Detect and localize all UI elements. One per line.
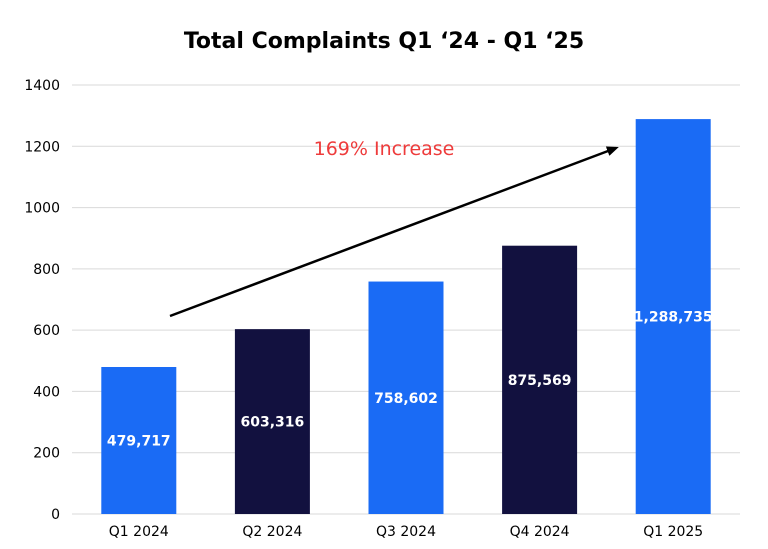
bar [234, 329, 310, 514]
data-label: 603,316 [241, 415, 305, 431]
x-tick-label: Q2 2024 [242, 524, 302, 540]
x-tick-label: Q1 2024 [109, 524, 169, 540]
bar [502, 245, 578, 515]
data-label: 479,717 [107, 434, 171, 450]
x-tick-label: Q1 2025 [643, 524, 703, 540]
bars [101, 119, 711, 515]
bar [368, 281, 444, 514]
x-tick-label: Q3 2024 [376, 524, 436, 540]
y-tick-label: 1000 [24, 201, 60, 217]
data-label: 1,288,735 [634, 310, 713, 326]
bar [101, 367, 177, 514]
x-axis-labels: Q1 2024 Q2 2024 Q3 2024 Q4 2024 Q1 2025 [109, 524, 703, 540]
data-label: 875,569 [508, 373, 572, 389]
y-tick-label: 400 [33, 384, 60, 400]
x-tick-label: Q4 2024 [510, 524, 570, 540]
y-tick-label: 1400 [24, 78, 60, 94]
chart-title: Total Complaints Q1 ‘24 - Q1 ‘25 [184, 29, 584, 54]
data-labels: 479,717 603,316 758,602 875,569 1,288,735 [107, 310, 713, 450]
y-tick-label: 0 [51, 507, 60, 523]
y-tick-label: 1200 [24, 139, 60, 155]
y-axis-ticks: 0 200 400 600 800 1000 1200 1400 [24, 78, 60, 523]
y-tick-label: 800 [33, 262, 60, 278]
y-tick-label: 600 [33, 323, 60, 339]
data-label: 758,602 [374, 391, 438, 407]
increase-arrow [169, 146, 619, 318]
annotation: 169% Increase [169, 138, 619, 318]
y-tick-label: 200 [33, 446, 60, 462]
bar [635, 119, 711, 514]
increase-annotation: 169% Increase [314, 138, 455, 160]
